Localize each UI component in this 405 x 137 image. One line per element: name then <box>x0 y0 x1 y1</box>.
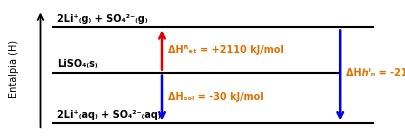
Text: ΔHᴿₑₜ = +2110 kJ/mol: ΔHᴿₑₜ = +2110 kJ/mol <box>168 45 284 55</box>
Text: LiSO₄₍s₎: LiSO₄₍s₎ <box>57 59 97 69</box>
Text: Entalpia (H): Entalpia (H) <box>9 39 19 98</box>
Text: 2Li⁺₍g₎ + SO₄²⁻₍g₎: 2Li⁺₍g₎ + SO₄²⁻₍g₎ <box>57 14 147 24</box>
Text: ΔHₛₒₗ = -30 kJ/mol: ΔHₛₒₗ = -30 kJ/mol <box>168 92 264 102</box>
Text: ΔHℎᴵₙ = -2140 kJ/mol: ΔHℎᴵₙ = -2140 kJ/mol <box>346 68 405 78</box>
Text: 2Li⁺₍aq₎ + SO₄²⁻₍aq₎: 2Li⁺₍aq₎ + SO₄²⁻₍aq₎ <box>57 110 160 120</box>
